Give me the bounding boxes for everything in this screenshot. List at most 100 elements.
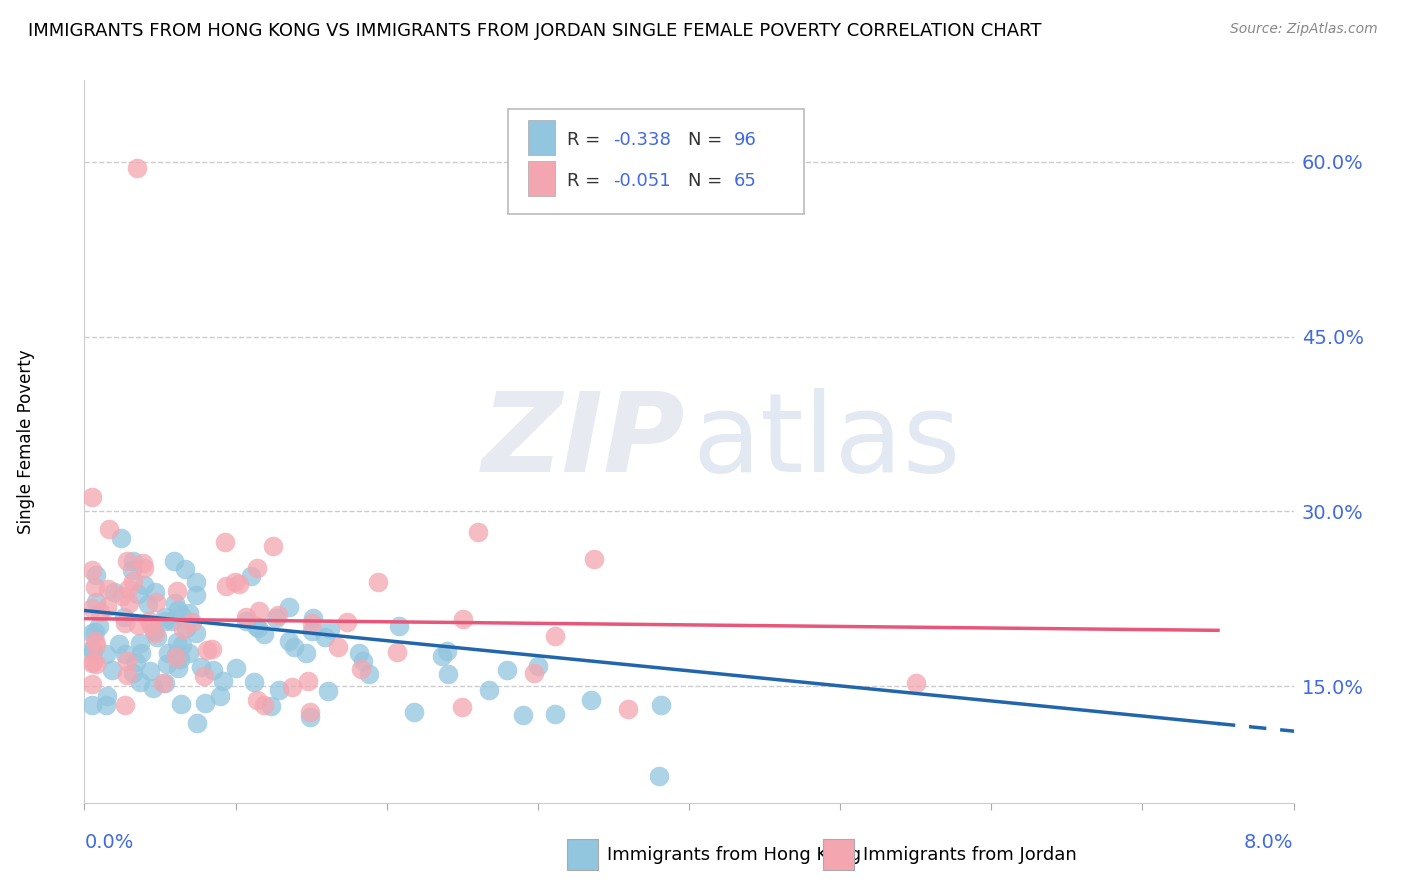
Point [215,578,238,592]
Point [143,625,166,640]
Point [225,661,247,675]
Point [163,554,186,568]
Point [478,683,501,698]
Point [246,561,269,575]
Point [84,568,107,582]
Point [80,625,103,640]
Point [136,597,159,611]
Point [193,696,215,710]
Point [83,580,105,594]
Point [115,668,138,682]
Point [166,635,188,649]
Point [100,663,122,677]
Point [84,634,107,648]
Text: 0.0%: 0.0% [84,833,134,852]
Text: 96: 96 [734,130,756,149]
Point [523,666,546,681]
Text: ZIP: ZIP [482,388,685,495]
Text: N =: N = [688,130,728,149]
Point [526,659,548,673]
Point [131,646,153,660]
Point [132,578,155,592]
Point [87,619,110,633]
Point [89,605,111,619]
Point [129,636,152,650]
Text: R =: R = [567,130,606,149]
FancyBboxPatch shape [508,109,804,214]
Point [84,638,107,652]
Point [170,638,193,652]
Point [583,552,606,566]
Point [82,655,104,669]
Point [249,604,271,618]
Point [145,595,167,609]
Point [193,669,215,683]
Point [186,574,208,589]
Text: atlas: atlas [693,388,962,495]
Point [388,619,411,633]
Point [336,615,359,629]
Point [543,706,565,721]
Point [160,614,183,628]
Text: -0.338: -0.338 [613,130,671,149]
Point [294,647,316,661]
Point [94,648,117,662]
Point [157,646,180,660]
Point [165,650,187,665]
Point [195,643,218,657]
Point [228,577,250,591]
Text: Source: ZipAtlas.com: Source: ZipAtlas.com [1230,22,1378,37]
Point [166,661,188,675]
Point [436,644,458,658]
Point [127,587,149,601]
Text: 8.0%: 8.0% [1244,833,1294,852]
Point [122,574,145,589]
Point [110,589,132,603]
Text: IMMIGRANTS FROM HONG KONG VS IMMIGRANTS FROM JORDAN SINGLE FEMALE POVERTY CORREL: IMMIGRANTS FROM HONG KONG VS IMMIGRANTS … [28,22,1042,40]
Bar [529,161,555,196]
Point [127,161,149,175]
Point [97,582,120,597]
Point [387,645,409,659]
Text: Single Female Poverty: Single Female Poverty [17,350,35,533]
Point [301,616,323,631]
Point [170,697,193,711]
Text: Immigrants from Jordan: Immigrants from Jordan [863,846,1077,863]
Point [132,561,155,575]
Point [451,700,474,714]
Point [277,633,299,648]
Point [352,654,374,668]
Point [281,681,304,695]
Point [278,599,301,614]
Point [186,715,208,730]
Point [245,618,267,632]
Point [115,554,138,568]
Point [267,608,290,623]
Point [319,622,342,636]
Point [96,600,118,615]
Text: Immigrants from Hong Kong: Immigrants from Hong Kong [607,846,862,863]
Point [82,644,104,658]
Point [650,698,672,712]
Point [579,692,602,706]
Point [266,611,288,625]
Point [299,706,322,720]
Point [349,646,371,660]
Text: -0.051: -0.051 [613,172,671,190]
Point [129,674,152,689]
Point [117,582,139,596]
Point [326,640,349,654]
Point [200,642,222,657]
Point [260,699,283,714]
Point [436,666,458,681]
Point [118,596,141,610]
Point [235,609,257,624]
Point [80,698,103,713]
Point [84,657,107,672]
Point [224,574,246,589]
Point [103,584,125,599]
Point [496,664,519,678]
Point [143,585,166,599]
Point [648,769,671,783]
Point [166,583,188,598]
